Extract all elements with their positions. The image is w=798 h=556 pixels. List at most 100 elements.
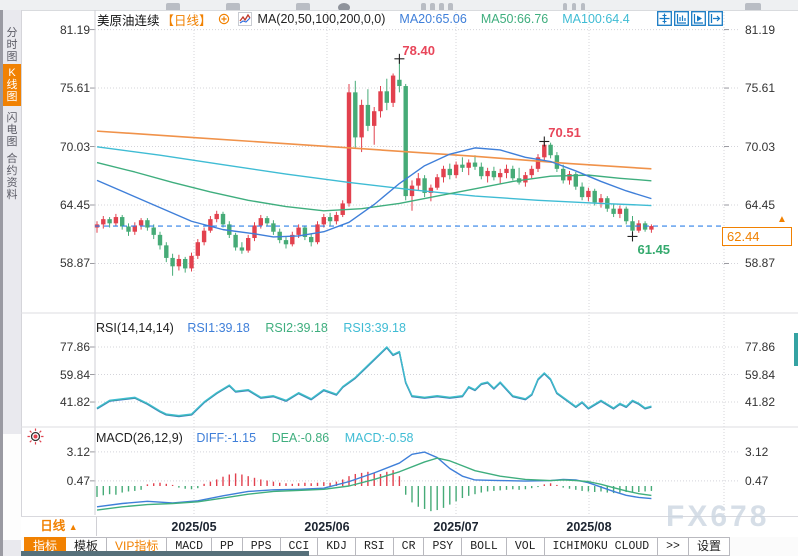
candle-body — [529, 168, 534, 176]
price-axis-label-right: 64.45 — [745, 198, 776, 212]
period-selector[interactable]: 日线 ▲ — [22, 517, 97, 536]
candle-body — [176, 258, 182, 267]
bottom-scroll-strip[interactable] — [21, 551, 309, 556]
candle-body — [214, 213, 219, 220]
candle-body — [126, 226, 131, 232]
sidebar-spacer — [3, 434, 21, 540]
ma50-value: MA50:66.76 — [480, 12, 549, 26]
axis-play-icon[interactable] — [691, 11, 706, 26]
candle-body — [542, 144, 547, 158]
cropped-icon — [448, 3, 453, 10]
toolbar-item-boll[interactable]: BOLL — [462, 537, 507, 556]
rsi-axis-label-right: 77.86 — [745, 340, 776, 354]
candle-body — [283, 240, 289, 245]
toolbar-item-ichimoku-cloud[interactable]: ICHIMOKU CLOUD — [544, 537, 659, 556]
candle-body — [460, 164, 465, 168]
cropped-icon — [745, 3, 761, 10]
price-axis-label-right: 81.19 — [745, 22, 776, 37]
rsi1-line — [96, 346, 652, 418]
toolbar-item-rsi[interactable]: RSI — [355, 537, 394, 556]
price-axis-label-left: 58.87 — [59, 256, 90, 271]
add-compare-icon[interactable] — [218, 13, 230, 25]
candle-body — [579, 186, 585, 198]
candle-body — [151, 227, 156, 235]
axis-export-icon[interactable] — [708, 11, 723, 26]
rsi-header[interactable]: RSI(14,14,14) RSI1:39.18 RSI2:39.18 RSI3… — [96, 321, 406, 335]
toolbar-item-kdj[interactable]: KDJ — [318, 537, 356, 556]
chart-tool-icons — [657, 11, 723, 26]
candle-body — [624, 208, 629, 222]
toolbar-item--[interactable]: 设置 — [688, 537, 730, 556]
candle-body — [309, 236, 314, 243]
period-label: 日线 — [40, 519, 66, 533]
toolbar-item-cr[interactable]: CR — [393, 537, 425, 556]
candle-body — [504, 168, 509, 174]
candle-body — [447, 168, 452, 176]
candle-body — [567, 174, 572, 181]
candle-body — [561, 168, 566, 181]
axis-frame-icon[interactable] — [674, 11, 689, 26]
cropped-icon — [572, 3, 576, 10]
candle-body — [403, 86, 408, 197]
candle-body — [548, 144, 553, 156]
ma20-line — [96, 147, 652, 238]
candle-body — [120, 217, 125, 227]
toolbar-item-vol[interactable]: VOL — [506, 537, 545, 556]
macd-axis-label-left: 0.47 — [66, 473, 90, 488]
chart-header: 美原油连续 【日线】 MA(20,50,100,200,0,0) MA20:65… — [97, 11, 630, 28]
candle-body — [359, 104, 364, 138]
period-arrow-icon: ▲ — [68, 522, 78, 532]
candle-body — [208, 219, 213, 231]
candle-body — [183, 258, 188, 269]
candle-body — [435, 177, 440, 188]
x-axis-month-label: 2025/07 — [433, 520, 479, 534]
sidebar-item-time-chart[interactable]: 分时图 — [6, 27, 18, 63]
candle-body — [107, 219, 112, 224]
candle-body — [397, 79, 402, 87]
x-axis-row: 日线 ▲ 2025/05 2025/06 2025/07 2025/08 — [21, 516, 798, 538]
ma-settings[interactable]: MA(20,50,100,200,0,0) — [257, 12, 386, 26]
candle-body — [189, 255, 194, 269]
crosshair-icon[interactable] — [657, 11, 672, 26]
rsi2-line — [96, 346, 652, 417]
macd-axis-label-right: 0.47 — [745, 473, 769, 488]
candle-body — [535, 157, 541, 169]
candle-body — [479, 166, 484, 177]
candle-body — [523, 175, 528, 183]
candle-body — [145, 220, 150, 228]
candle-body — [453, 164, 459, 176]
toolbar-item-psy[interactable]: PSY — [424, 537, 463, 556]
candle-body — [302, 227, 308, 237]
last-price-arrow: ▲ — [777, 214, 787, 226]
marked-high-label: 78.40 — [402, 42, 435, 58]
rsi-axis-label-right: 41.82 — [745, 395, 776, 410]
toolbar-item->>[interactable]: >> — [658, 537, 689, 556]
marked-low-label: 61.45 — [637, 242, 671, 258]
last-price-box: 62.44 — [722, 227, 792, 247]
candle-body — [586, 190, 591, 198]
price-axis-label-right: 70.03 — [745, 139, 776, 154]
sun-icon[interactable] — [27, 428, 44, 445]
marked-high2-label: 70.51 — [548, 125, 581, 141]
candle-body — [271, 223, 276, 232]
candle-body — [416, 178, 421, 186]
macd-hist-value: MACD:-0.58 — [344, 431, 414, 445]
period-tag: 【日线】 — [161, 13, 212, 28]
candle-body — [630, 221, 635, 231]
macd-settings[interactable]: MACD(26,12,9) — [96, 431, 183, 445]
candle-body — [157, 234, 163, 246]
macd-header[interactable]: MACD(26,12,9) DIFF:-1.15 DEA:-0.86 MACD:… — [96, 431, 414, 445]
cropped-icon — [338, 3, 350, 10]
price-axis-label-right: 58.87 — [745, 256, 776, 271]
rsi-settings[interactable]: RSI(14,14,14) — [96, 321, 174, 335]
sidebar-item-contract-info[interactable]: 合约资料 — [6, 153, 18, 201]
rsi-axis-label-left: 77.86 — [59, 340, 90, 354]
cropped-icon — [563, 3, 567, 10]
sidebar-item-flash-chart[interactable]: 闪电图 — [6, 112, 18, 148]
candle-body — [485, 170, 490, 177]
candle-body — [220, 213, 226, 225]
candle-body — [101, 219, 106, 225]
